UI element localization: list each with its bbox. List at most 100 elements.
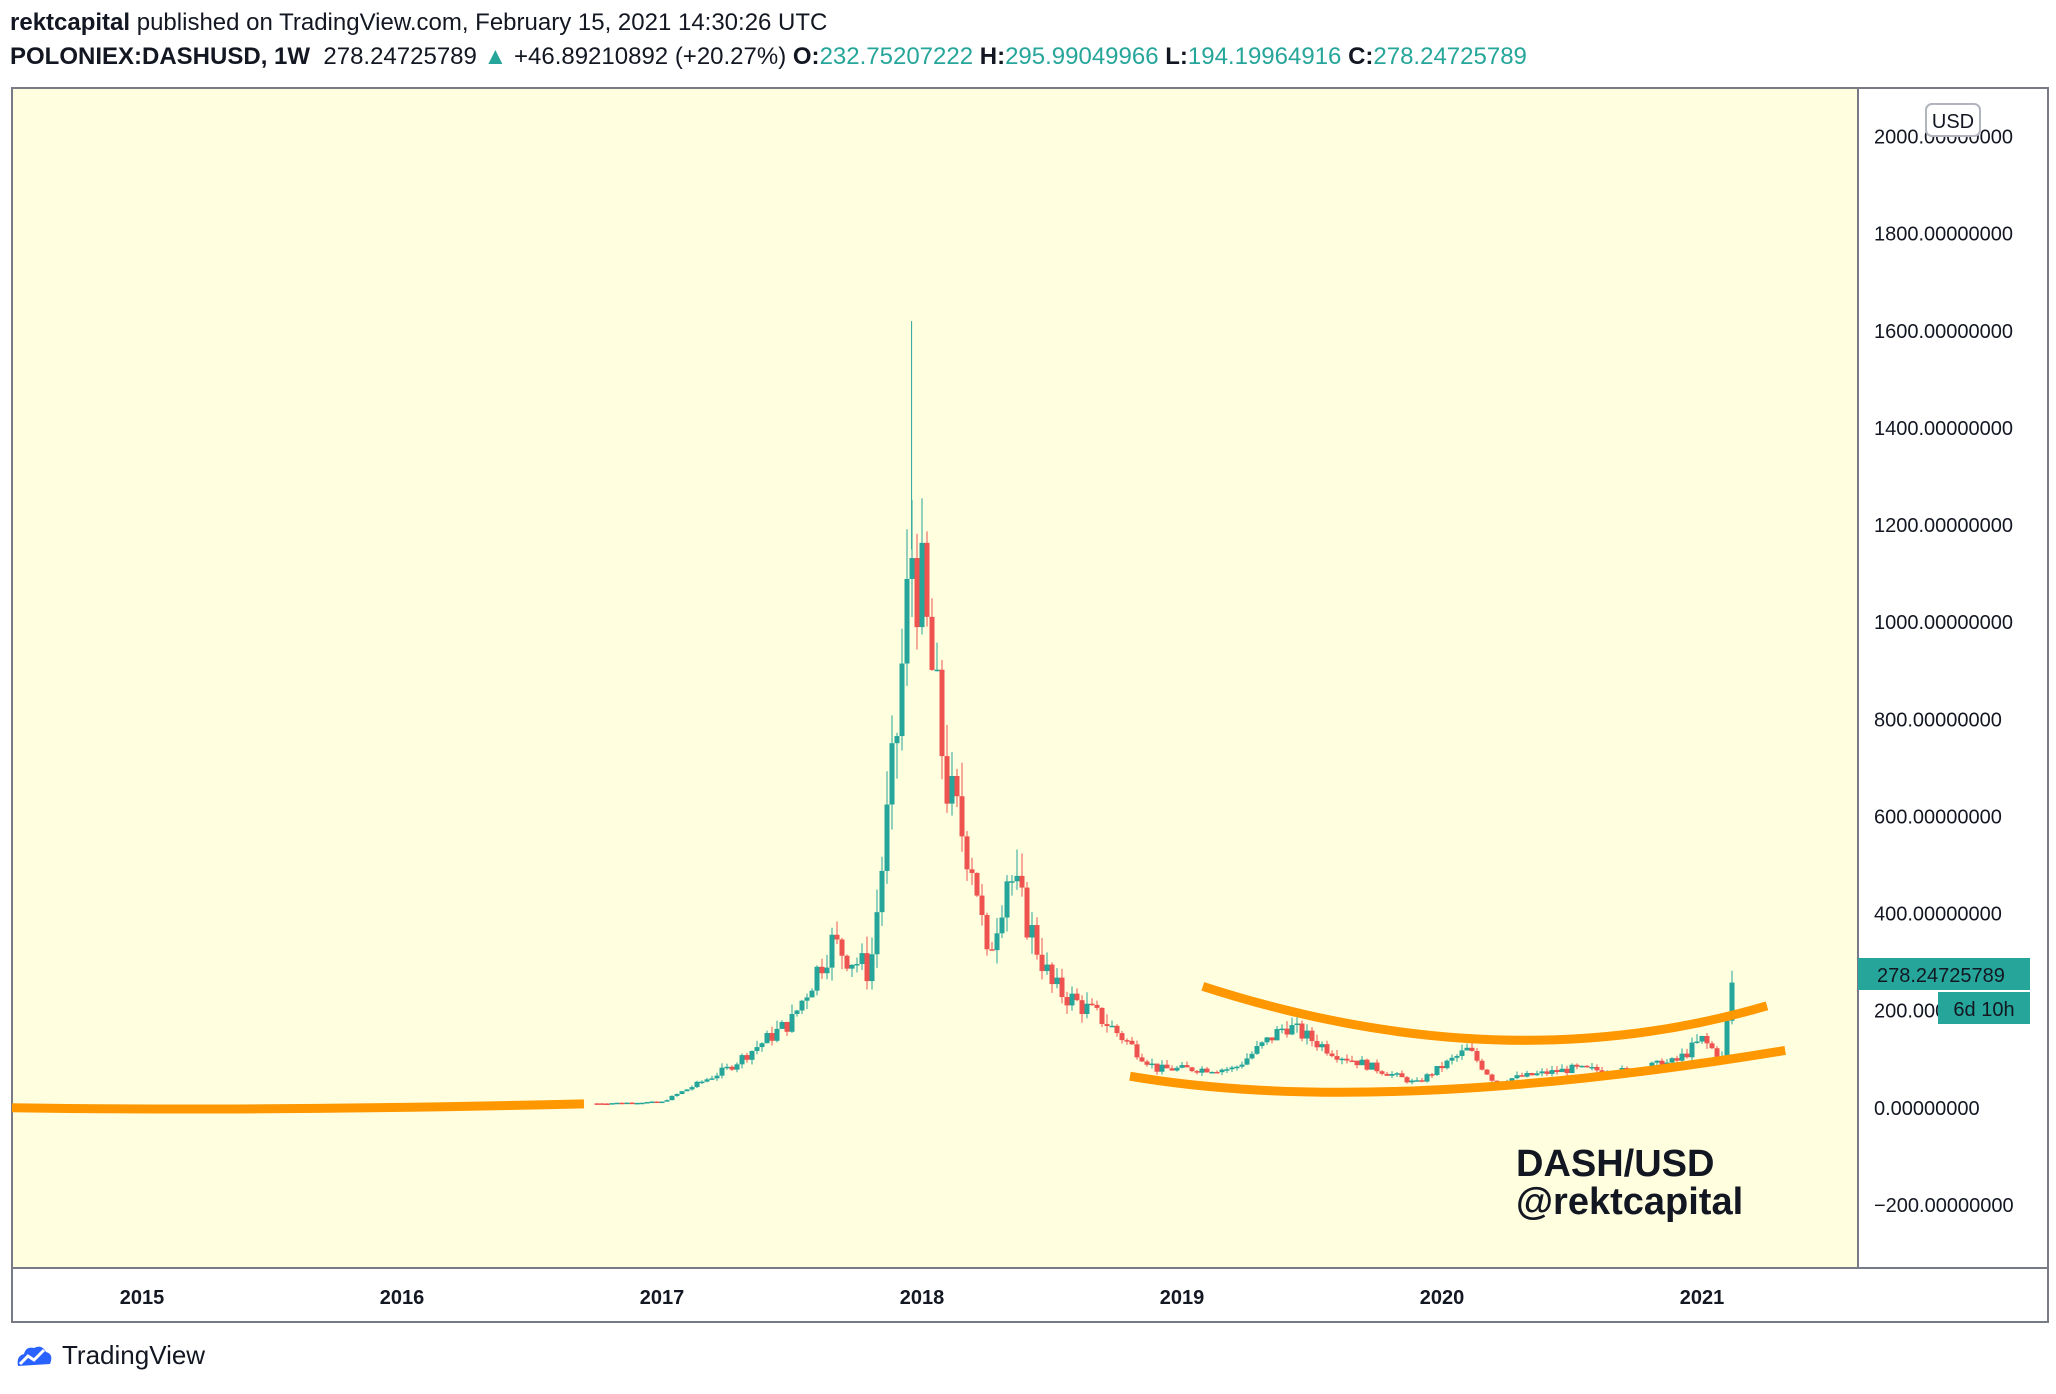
candle-body (1549, 1070, 1555, 1074)
candle-body (709, 1078, 715, 1080)
candle-body (819, 966, 825, 974)
candle-body (1524, 1073, 1530, 1077)
candle-body (1314, 1041, 1320, 1048)
candle-body (899, 663, 905, 737)
candle-body (759, 1043, 765, 1048)
up-arrow-icon: ▲ (483, 43, 508, 70)
candle-body (1079, 1000, 1085, 1014)
time-axis[interactable] (11, 1267, 2049, 1323)
close-value: 278.24725789 (1373, 43, 1527, 70)
candle-body (1704, 1035, 1710, 1044)
candle-body (954, 776, 960, 797)
candle-body (1344, 1058, 1350, 1061)
candle-body (1564, 1068, 1570, 1074)
candle-body (1464, 1047, 1470, 1051)
candle-body (594, 1103, 600, 1105)
chart-header: rektcapital published on TradingView.com… (10, 6, 2050, 74)
currency-badge[interactable]: USD (1925, 103, 1981, 137)
candle-body (1654, 1060, 1660, 1063)
author-name[interactable]: rektcapital (10, 9, 131, 36)
price-tag-label: 278.24725789 (1877, 965, 2005, 987)
candle-body (749, 1050, 755, 1060)
candle-body (1084, 1003, 1090, 1014)
candle-body (1204, 1068, 1210, 1073)
candle-body (1294, 1023, 1300, 1026)
candle-body (664, 1100, 670, 1102)
y-tick-label: 600.00000000 (1874, 806, 2002, 828)
candles (594, 321, 1735, 1106)
candle-body (1699, 1035, 1705, 1042)
candle-body (879, 870, 885, 913)
price-tags: 278.24725789 6d 10h (1858, 958, 2030, 1024)
tradingview-brand[interactable]: TradingView (62, 1340, 206, 1370)
candle-body (1674, 1058, 1680, 1061)
candle-body (1179, 1065, 1185, 1068)
price-axis[interactable] (1857, 87, 2049, 1269)
candle-body (949, 776, 955, 804)
price-tag-bg (1858, 958, 2030, 990)
candle-body (1414, 1080, 1420, 1082)
candle-body (1369, 1062, 1375, 1070)
candle-body (644, 1102, 650, 1104)
high-value: 295.99049966 (1005, 43, 1159, 70)
candle-body (829, 934, 835, 968)
candle-body (1529, 1073, 1535, 1076)
candle-body (1649, 1062, 1655, 1069)
close-label: C: (1348, 43, 1374, 70)
candle-body (634, 1102, 640, 1105)
annotation-line-1: DASH/USD (1516, 1143, 1714, 1185)
annotation-line-2: @rektcapital (1516, 1181, 1743, 1223)
x-tick-label: 2021 (1680, 1287, 1725, 1309)
candle-body (1439, 1065, 1445, 1069)
candle-body (1159, 1064, 1165, 1072)
trendline-upper-arc (1201, 982, 1769, 1045)
candle-body (1364, 1059, 1370, 1070)
candle-body (889, 743, 895, 805)
candle-body (774, 1028, 780, 1041)
candle-body (1054, 977, 1060, 985)
tradingview-logo-icon[interactable] (14, 1342, 54, 1370)
candle-body (799, 1000, 805, 1011)
candle-body (659, 1101, 665, 1104)
candle-body (1684, 1053, 1690, 1058)
candle-body (864, 953, 870, 982)
candle-body (1184, 1065, 1190, 1068)
plot-area[interactable] (11, 87, 1859, 1269)
candle-body (1154, 1063, 1160, 1072)
candle-body (1014, 875, 1020, 882)
candle-body (1689, 1042, 1695, 1058)
candle-body (1049, 964, 1055, 985)
candle-body (1039, 954, 1045, 972)
candle-body (1004, 881, 1010, 918)
candle-body (1129, 1040, 1135, 1045)
x-tick-label: 2017 (640, 1287, 685, 1309)
candle-body (939, 669, 945, 757)
candle-body (794, 1010, 800, 1014)
candle-body (1299, 1023, 1305, 1039)
candle-body (1539, 1071, 1545, 1074)
candle-body (1059, 977, 1065, 998)
candle-body (1489, 1074, 1495, 1081)
y-tick-label: −200.00000000 (1874, 1195, 2014, 1217)
candle-body (1474, 1050, 1480, 1061)
candle-body (1069, 993, 1075, 1006)
y-tick-label: 1200.00000000 (1874, 515, 2013, 537)
candle-body (619, 1102, 625, 1105)
candle-body (1374, 1062, 1380, 1072)
candle-body (719, 1067, 725, 1076)
candle-body (1094, 1004, 1100, 1008)
symbol-label[interactable]: POLONIEX:DASHUSD, 1W (10, 43, 311, 70)
price-change: +46.89210892 (+20.27%) (513, 43, 787, 70)
candle-body (694, 1081, 700, 1088)
candle-body (874, 912, 880, 955)
candle-body (1579, 1065, 1585, 1068)
candle-body (1064, 997, 1070, 1006)
candle-body (1399, 1073, 1405, 1078)
candle-body (734, 1064, 740, 1070)
open-label: O: (792, 43, 820, 70)
candle-body (639, 1102, 645, 1105)
candle-body (729, 1066, 735, 1070)
candle-body (809, 990, 815, 998)
candle-body (1569, 1064, 1575, 1074)
